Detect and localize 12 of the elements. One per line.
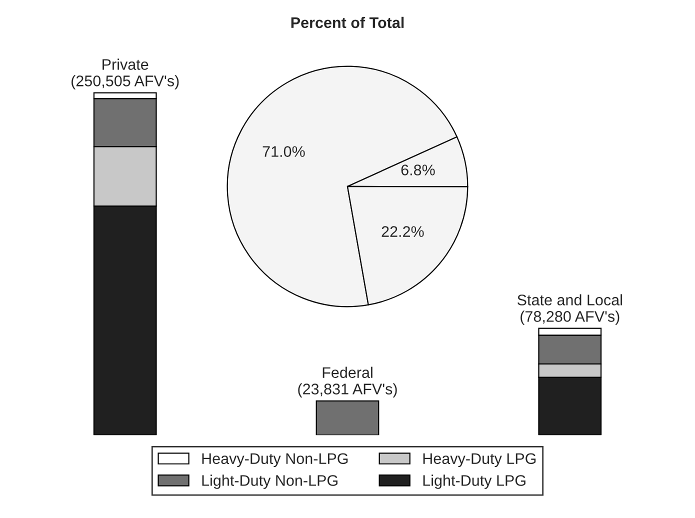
x-tick-label: Federal (23,831 AFV's) [298,366,397,398]
bar [316,400,380,436]
x-tick-label: Private (250,505 AFV's) [72,58,179,90]
data-label: 22.2% [382,226,424,237]
legend-label: Light-Duty Non-LPG [202,474,338,489]
chart-title: Percent of Total [291,16,404,28]
x-tick-label: State and Local (78,280 AFV's) [518,294,622,325]
legend-label: Heavy-Duty Non-LPG [202,453,348,468]
legend-label: Heavy-Duty LPG [423,453,536,468]
data-label: 71.0% [262,146,305,157]
legend-label: Light-Duty LPG [423,474,526,489]
data-label: 6.8% [401,164,435,176]
